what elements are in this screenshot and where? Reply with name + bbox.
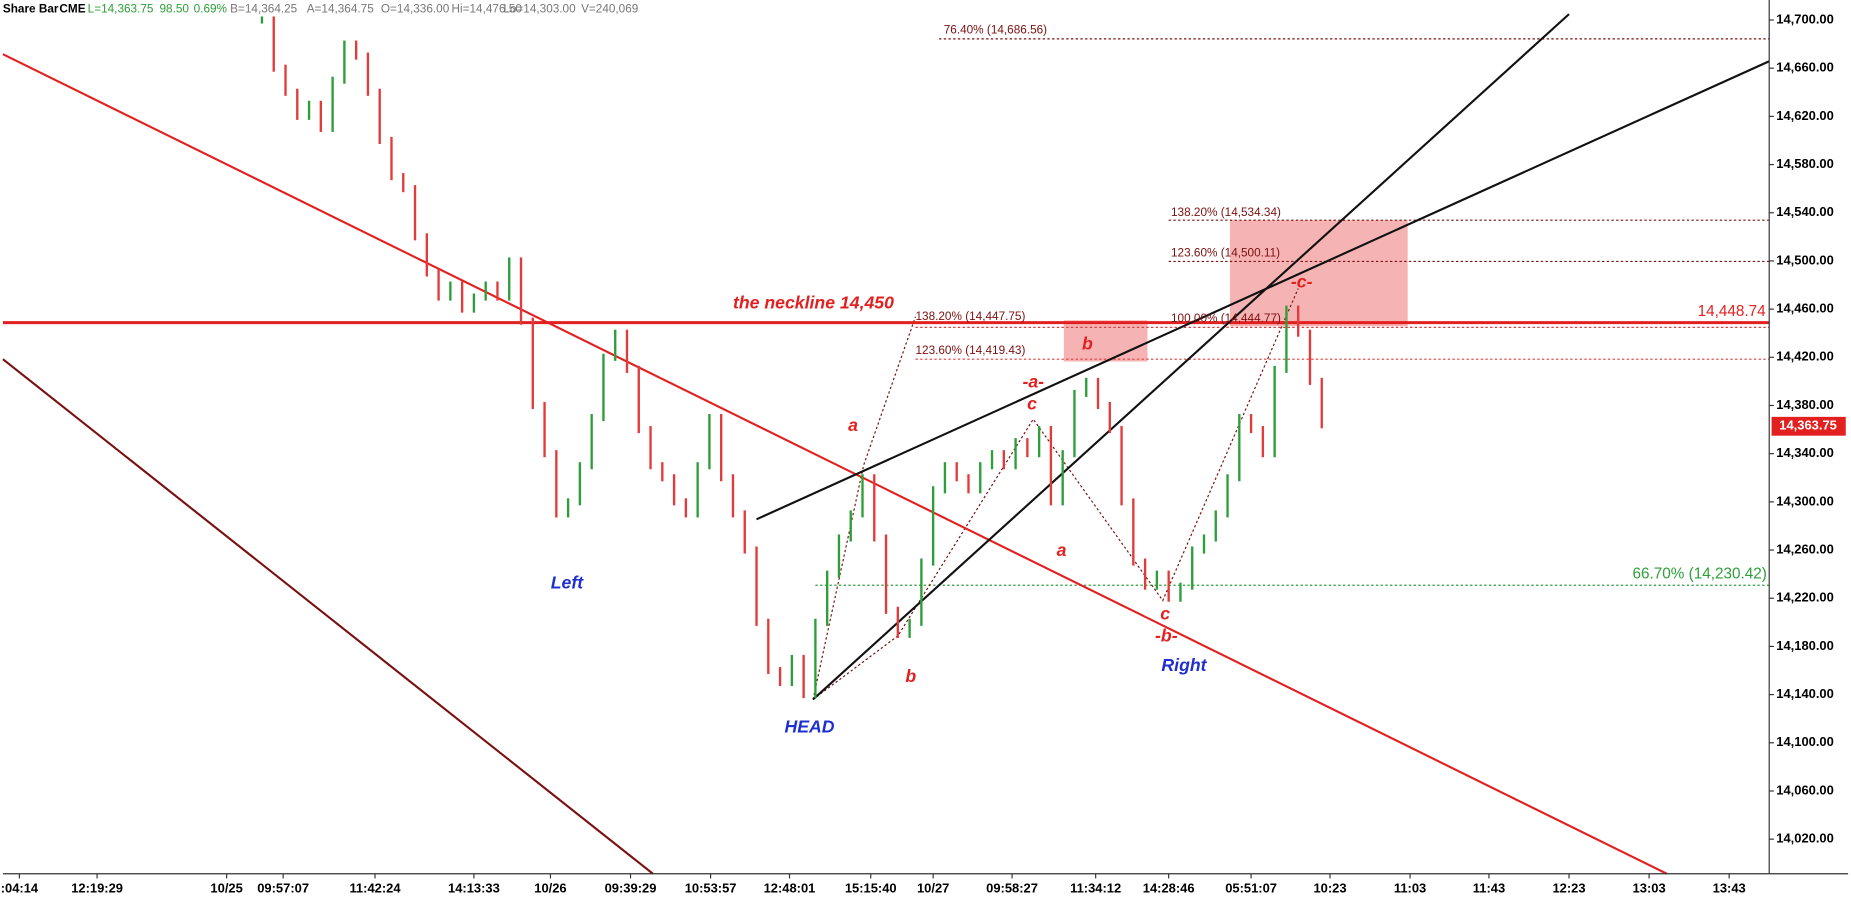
y-tick-label: 14,460.00 <box>1776 301 1834 316</box>
plot-area <box>2 13 1770 875</box>
x-tick-label: :04:14 <box>1 880 39 895</box>
wave-line <box>812 316 917 700</box>
y-tick-label: 14,660.00 <box>1776 60 1834 75</box>
annotation: -a- <box>1022 371 1044 391</box>
y-tick-label: 14,180.00 <box>1776 638 1834 653</box>
header-item: Share Bar <box>3 3 59 16</box>
fib-label: 123.60% (14,419.43) <box>915 344 1025 357</box>
x-tick-label: 10:53:57 <box>685 880 737 895</box>
trend-line <box>2 53 1668 875</box>
zone-box <box>1063 320 1148 362</box>
y-tick-label: 14,540.00 <box>1776 204 1834 219</box>
header-item: Lo=14,303.00 <box>503 3 576 16</box>
y-tick-label: 14,700.00 <box>1776 11 1834 26</box>
fib-label: 66.70% (14,230.42) <box>1632 566 1766 583</box>
y-tick-label: 14,380.00 <box>1776 397 1834 412</box>
y-tick-label: 14,020.00 <box>1776 831 1834 846</box>
header-item: B=14,364.25 <box>230 3 298 16</box>
annotation: Left <box>551 573 584 593</box>
price-bars <box>260 16 1323 699</box>
x-tick-label: 10/26 <box>534 880 566 895</box>
price-tag: 14,448.74 <box>1698 303 1767 320</box>
fib-label: 138.20% (14,534.34) <box>1171 206 1281 219</box>
y-tick-label: 14,620.00 <box>1776 108 1834 123</box>
y-tick-label: 14,260.00 <box>1776 541 1834 556</box>
x-tick-label: 09:39:29 <box>605 880 657 895</box>
y-tick-label: 14,580.00 <box>1776 156 1834 171</box>
wave-line <box>812 288 1299 700</box>
annotation: a <box>848 415 858 435</box>
y-tick-label: 14,220.00 <box>1776 590 1834 605</box>
header-item: Hi=14,476.50 <box>452 3 523 16</box>
header-item: 98.50 <box>160 3 190 16</box>
header-item: V=240,069 <box>581 3 638 16</box>
annotation: HEAD <box>784 716 834 736</box>
x-tick-label: 12:19:29 <box>71 880 123 895</box>
axes: 14,020.00 14,060.00 14,100.00 14,140.00 14,1… <box>1 11 1834 895</box>
header-item: O=14,336.00 <box>381 3 450 16</box>
x-tick-label: 11:03 <box>1394 880 1426 895</box>
annotation: a <box>1057 540 1067 560</box>
fib-label: 100.00% (14,444.77) <box>1171 312 1281 325</box>
fib-label: 123.60% (14,500.11) <box>1171 246 1280 259</box>
annotation: b <box>1082 334 1093 354</box>
x-tick-label: 10/27 <box>917 880 949 895</box>
annotation: c <box>1027 394 1037 414</box>
x-tick-label: 09:58:27 <box>986 880 1038 895</box>
annotation: -c- <box>1291 271 1313 291</box>
annotation: the neckline 14,450 <box>733 292 894 312</box>
annotation: b <box>905 666 916 686</box>
y-tick-label: 14,140.00 <box>1776 686 1834 701</box>
trend-line <box>812 13 1570 701</box>
trend-line <box>2 358 654 875</box>
header-item: L=14,363.75 <box>88 3 154 16</box>
fib-label: 76.40% (14,686.56) <box>944 24 1047 37</box>
y-tick-label: 14,100.00 <box>1776 734 1834 749</box>
x-tick-label: 12:23 <box>1552 880 1585 895</box>
x-tick-label: 13:03 <box>1633 880 1666 895</box>
y-tick-label: 14,500.00 <box>1776 252 1834 267</box>
y-tick-label: 14,340.00 <box>1776 445 1834 460</box>
annotation: Right <box>1161 655 1207 675</box>
y-tick-label: 14,420.00 <box>1776 349 1834 364</box>
y-tick-label: 14,060.00 <box>1776 782 1834 797</box>
x-tick-label: 13:43 <box>1713 880 1746 895</box>
fib-label: 138.20% (14,447.75) <box>915 310 1025 323</box>
x-tick-label: 15:15:40 <box>845 880 897 895</box>
price-tag: 14,363.75 <box>1779 418 1837 433</box>
price-tag-box <box>1771 416 1846 436</box>
x-tick-label: 09:57:07 <box>257 880 309 895</box>
x-tick-label: 05:51:07 <box>1225 880 1277 895</box>
x-tick-label: 10:23 <box>1313 880 1346 895</box>
x-tick-label: 11:34:12 <box>1070 880 1121 895</box>
x-tick-label: 11:42:24 <box>349 880 401 895</box>
header-item: A=14,364.75 <box>307 3 375 16</box>
header-item: CME <box>59 3 85 16</box>
x-tick-label: 14:13:33 <box>448 880 500 895</box>
y-tick-label: 14,300.00 <box>1776 493 1834 508</box>
x-tick-label: 12:48:01 <box>764 880 816 895</box>
x-tick-label: 10/25 <box>210 880 242 895</box>
annotation: c <box>1160 603 1170 623</box>
x-tick-label: 14:28:46 <box>1143 880 1195 895</box>
x-tick-label: 11:43 <box>1473 880 1505 895</box>
header-item: 0.69% <box>194 3 228 16</box>
annotation: -b- <box>1155 626 1178 646</box>
